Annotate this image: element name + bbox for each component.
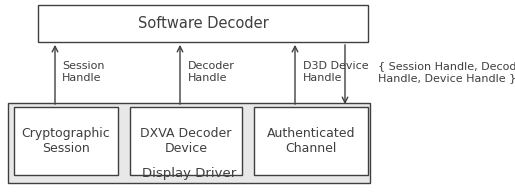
Bar [38, 5, 368, 42]
Bar [14, 107, 118, 175]
Text: { Session Handle, Decoder
Handle, Device Handle }: { Session Handle, Decoder Handle, Device… [378, 61, 515, 83]
Text: D3D Device
Handle: D3D Device Handle [303, 61, 369, 83]
Text: Cryptographic
Session: Cryptographic Session [22, 127, 110, 155]
Bar [254, 107, 368, 175]
Text: Session
Handle: Session Handle [62, 61, 105, 83]
Text: DXVA Decoder
Device: DXVA Decoder Device [140, 127, 232, 155]
Text: Decoder
Handle: Decoder Handle [188, 61, 235, 83]
Text: Software Decoder: Software Decoder [138, 16, 268, 31]
Bar [8, 103, 370, 183]
Bar [130, 107, 242, 175]
Text: Display Driver: Display Driver [142, 168, 236, 180]
Text: Authenticated
Channel: Authenticated Channel [267, 127, 355, 155]
